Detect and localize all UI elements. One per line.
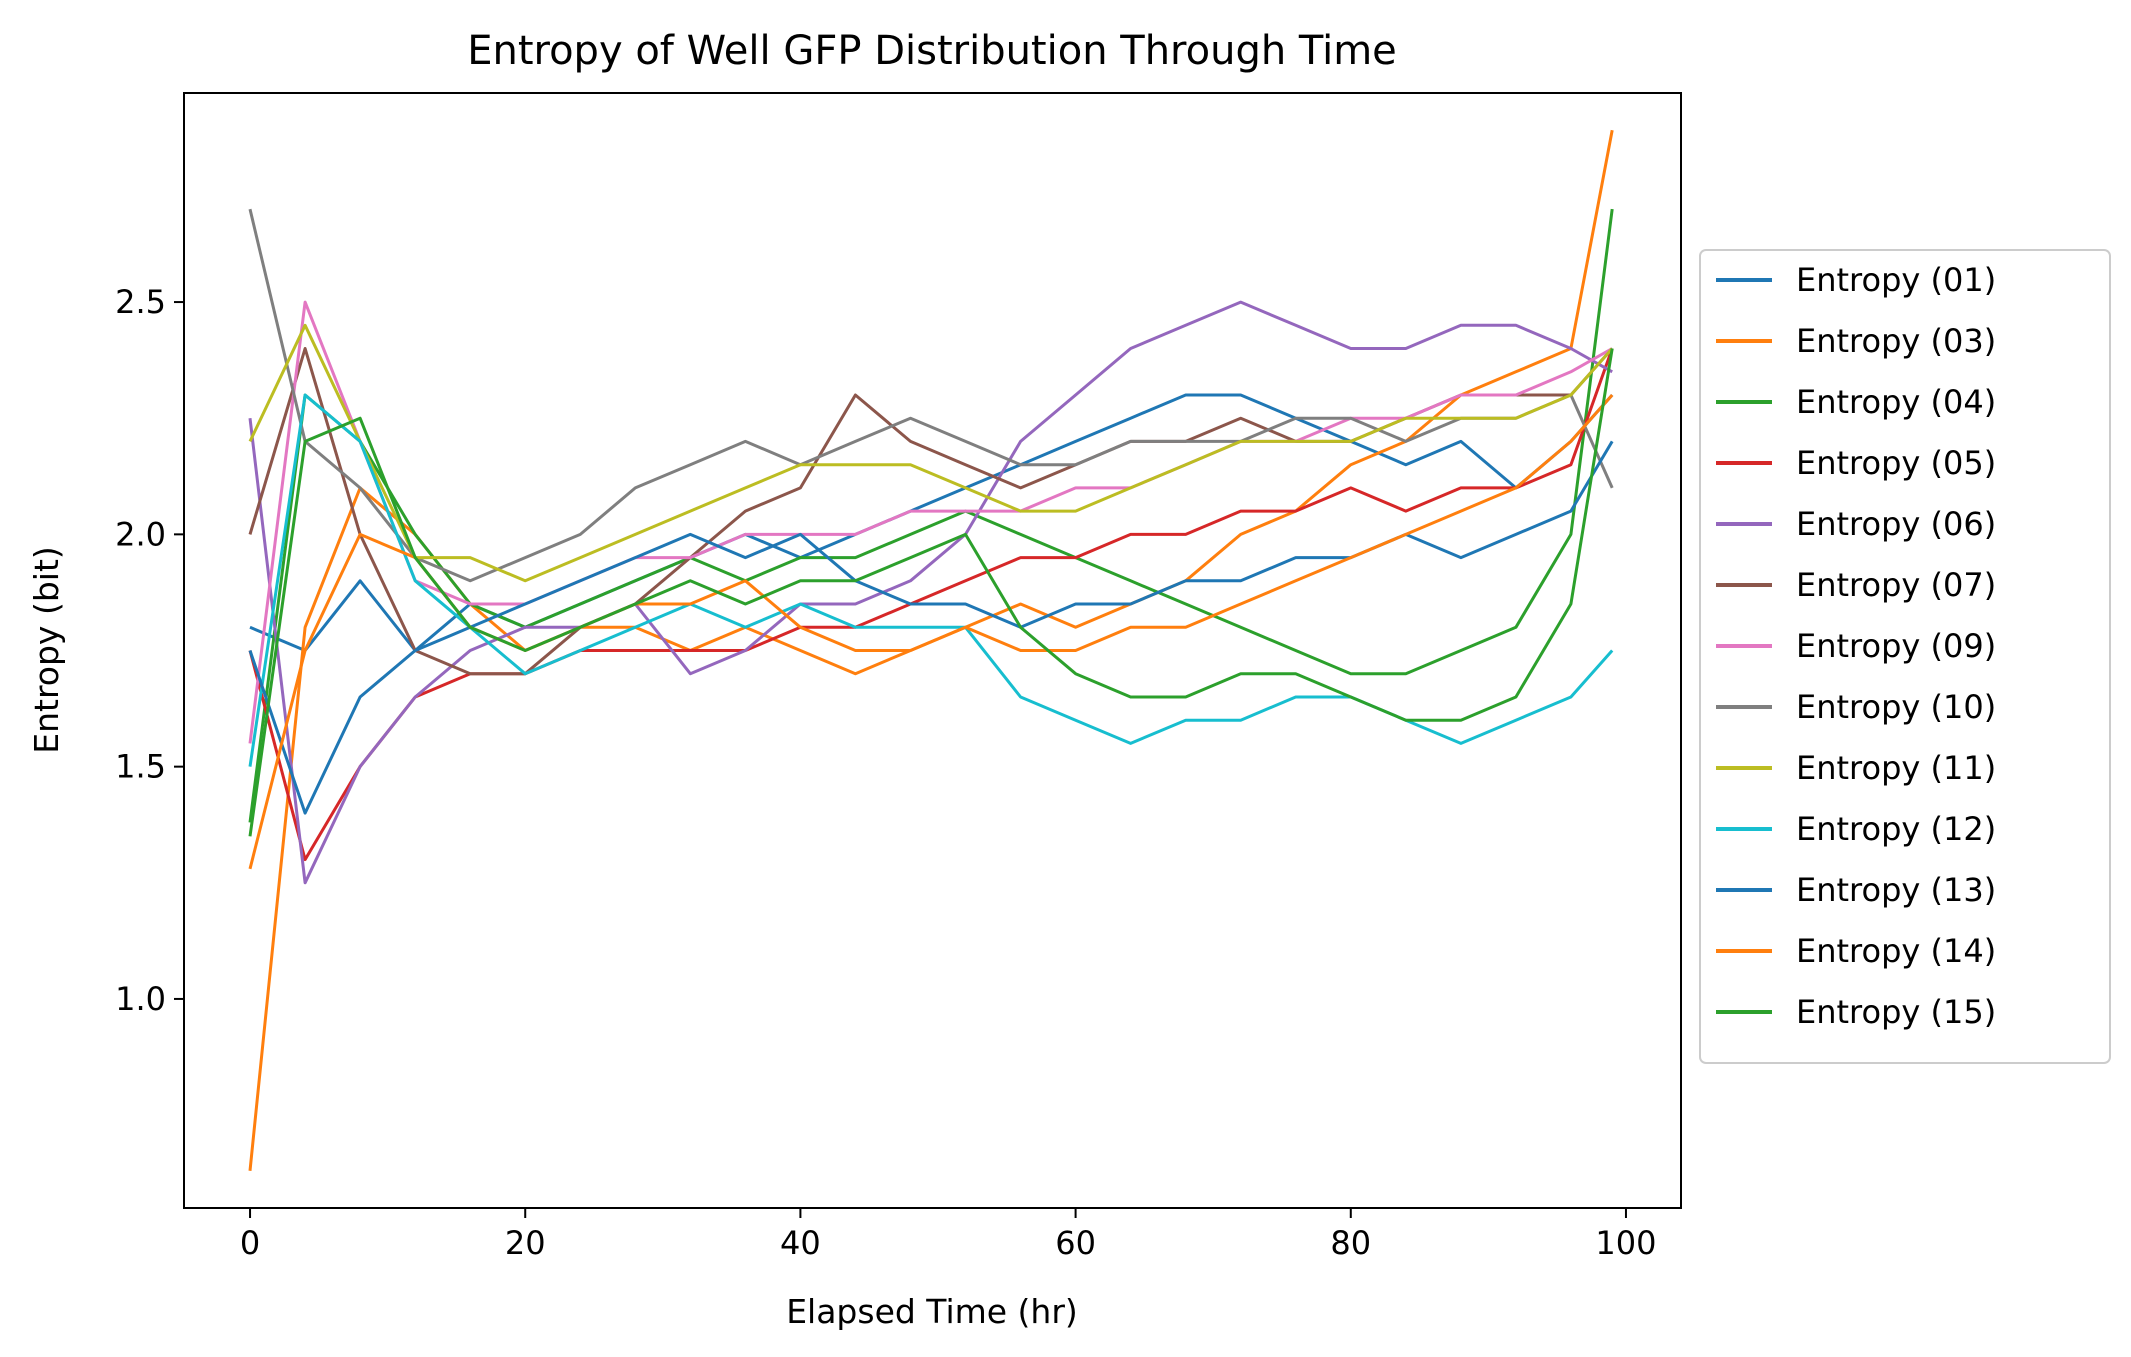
legend-label: Entropy (01) (1796, 261, 1996, 299)
x-tick-label: 20 (505, 1224, 546, 1262)
x-tick-label: 0 (240, 1224, 260, 1262)
legend-label: Entropy (04) (1796, 383, 1996, 421)
series-layer (248, 129, 1614, 1171)
series-line-3 (248, 208, 1614, 823)
legend-label: Entropy (13) (1796, 871, 1996, 909)
legend-label: Entropy (14) (1796, 932, 1996, 970)
x-tick-label: 80 (1330, 1224, 1371, 1262)
legend-label: Entropy (06) (1796, 505, 1996, 543)
plot-frame (183, 92, 1682, 1209)
legend-label: Entropy (05) (1796, 444, 1996, 482)
y-tick-label: 1.5 (115, 748, 166, 786)
series-line-7 (248, 300, 1613, 744)
y-axis-title: Entropy (bit) (27, 546, 66, 754)
legend-label: Entropy (10) (1796, 688, 1996, 726)
x-axis-title: Elapsed Time (hr) (786, 1292, 1078, 1331)
x-tick-label: 60 (1055, 1224, 1096, 1262)
y-tick-label: 2.5 (115, 283, 166, 321)
y-tick-label: 2.0 (115, 515, 166, 553)
legend-frame (1699, 249, 2111, 1064)
tick-layer: 0 20 40 60 80 100 1.0 1.5 2.0 2.5 (115, 283, 1656, 1262)
legend: Entropy (01) Entropy (03) Entropy (04) Entr… (1699, 249, 2111, 1064)
chart-title: Entropy of Well GFP Distribution Through… (467, 28, 1397, 74)
series-line-8 (248, 208, 1614, 583)
series-line-5 (248, 300, 1613, 885)
x-tick-label: 40 (780, 1224, 821, 1262)
legend-label: Entropy (03) (1796, 322, 1996, 360)
x-tick-label: 100 (1595, 1224, 1656, 1262)
series-line-13 (248, 348, 1614, 837)
legend-label: Entropy (07) (1796, 566, 1996, 604)
series-line-9 (248, 323, 1614, 583)
legend-label: Entropy (12) (1796, 810, 1996, 848)
legend-label: Entropy (09) (1796, 627, 1996, 665)
legend-label: Entropy (15) (1796, 993, 1996, 1031)
y-tick-label: 1.0 (115, 980, 166, 1018)
legend-label: Entropy (11) (1796, 749, 1996, 787)
